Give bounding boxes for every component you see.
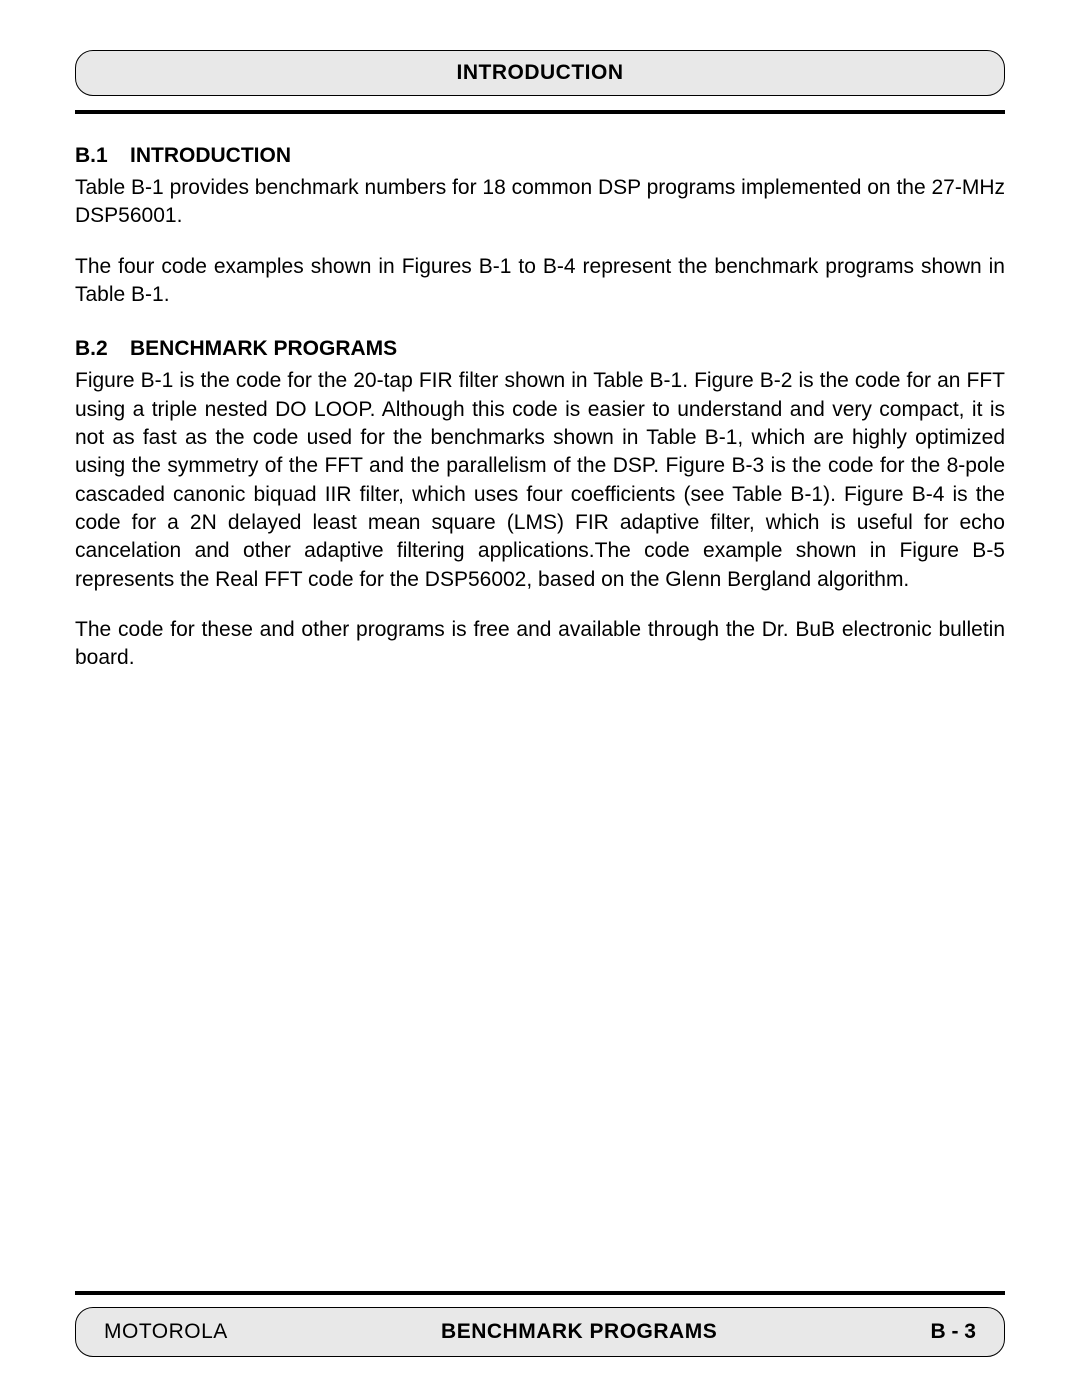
paragraph: Table B-1 provides benchmark numbers for…	[75, 174, 1005, 231]
page-header-box: INTRODUCTION	[75, 50, 1005, 96]
header-rule	[75, 110, 1005, 114]
paragraph: The code for these and other programs is…	[75, 616, 1005, 673]
footer-box: MOTOROLA BENCHMARK PROGRAMS B - 3	[75, 1307, 1005, 1357]
section-heading-b2: B.2BENCHMARK PROGRAMS	[75, 337, 1005, 361]
section-title: BENCHMARK PROGRAMS	[130, 337, 397, 360]
section-heading-b1: B.1INTRODUCTION	[75, 144, 1005, 168]
section-title: INTRODUCTION	[130, 144, 291, 167]
footer-center: BENCHMARK PROGRAMS	[441, 1320, 717, 1344]
paragraph: Figure B-1 is the code for the 20-tap FI…	[75, 367, 1005, 594]
footer-rule	[75, 1291, 1005, 1295]
footer-page-number: B - 3	[930, 1320, 976, 1344]
page-footer: MOTOROLA BENCHMARK PROGRAMS B - 3	[75, 1291, 1005, 1357]
section-number: B.1	[75, 144, 130, 168]
footer-left: MOTOROLA	[104, 1320, 228, 1344]
page-header-title: INTRODUCTION	[457, 61, 624, 84]
paragraph: The four code examples shown in Figures …	[75, 253, 1005, 310]
section-number: B.2	[75, 337, 130, 361]
